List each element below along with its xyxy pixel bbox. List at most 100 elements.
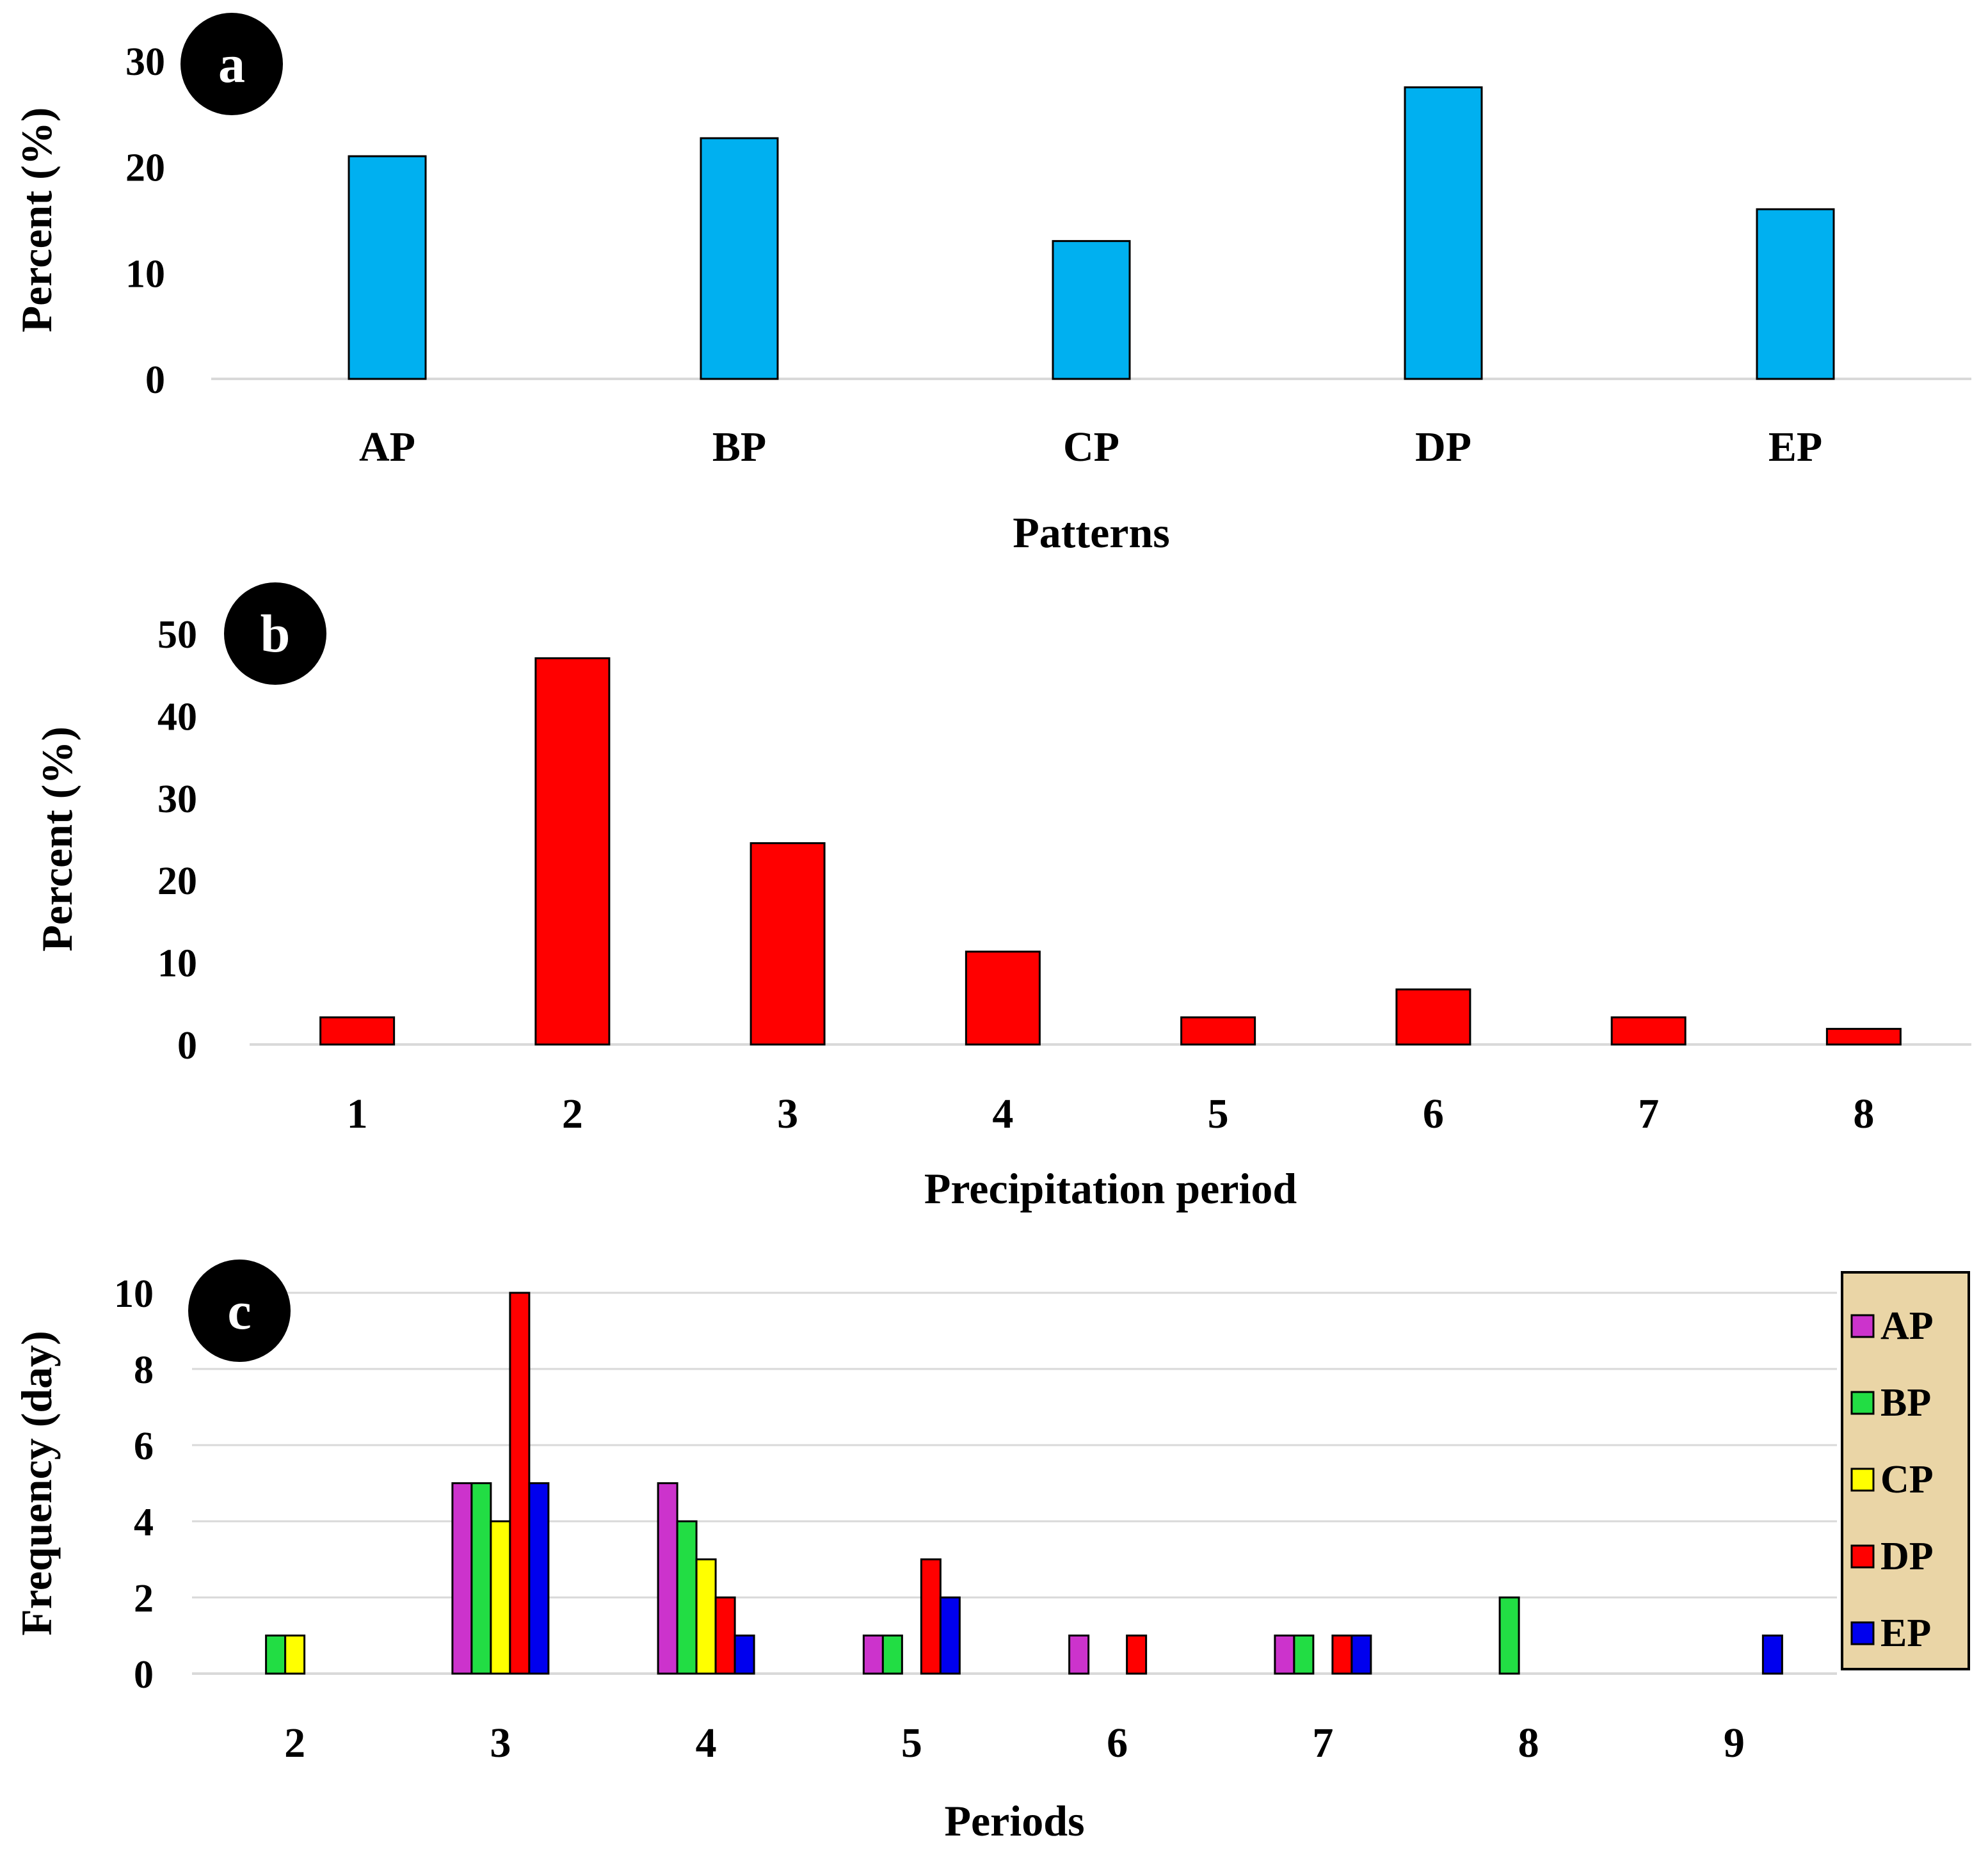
bar-dp [1404,86,1483,380]
bar-6 [1395,988,1471,1046]
x-category-label: 3 [490,1720,511,1766]
legend: AP BP CP DP EP [1841,1271,1970,1670]
bar-bp-8 [1498,1596,1520,1675]
y-tick-label: 0 [177,1024,197,1068]
x-category-label: 4 [992,1091,1013,1137]
bar-cp [1052,240,1131,380]
x-category-label: 8 [1853,1091,1874,1137]
y-tick-label: 2 [134,1577,154,1620]
y-axis-title: Frequency (day) [12,1331,61,1636]
bar-dp-6 [1126,1635,1148,1675]
panel-letter: b [261,604,291,664]
legend-swatch-ap [1850,1314,1875,1338]
y-tick-label: 10 [125,252,165,296]
bar-ep-7 [1351,1635,1372,1675]
panel-badge-circle [224,582,326,685]
panel-letter: c [227,1281,251,1341]
y-tick-label: 30 [157,778,197,821]
bar-ep [1756,208,1835,380]
x-category-label: 3 [777,1091,798,1137]
y-tick-label: 10 [157,942,197,986]
panel-letter: a [218,35,245,94]
bar-ep-4 [733,1635,755,1675]
bar-3 [750,842,826,1046]
x-category-label: 4 [696,1720,717,1766]
legend-swatch-cp [1850,1468,1875,1492]
x-axis-title: Periods [944,1796,1084,1845]
x-category-label: DP [1415,424,1471,470]
bar-8 [1825,1028,1902,1046]
x-category-label: 7 [1312,1720,1333,1766]
bar-dp-7 [1331,1635,1353,1675]
legend-swatch-dp [1850,1544,1875,1569]
x-category-label: BP [712,424,766,470]
y-tick-label: 8 [134,1348,154,1392]
bar-bp-3 [470,1482,492,1675]
y-tick-label: 6 [134,1425,154,1468]
bar-bp-2 [265,1635,287,1675]
y-tick-label: 20 [125,147,165,190]
x-category-label: 6 [1107,1720,1128,1766]
x-axis-title: Patterns [1013,508,1169,557]
bar-ap-4 [657,1482,678,1675]
y-tick-label: 20 [157,860,197,903]
bar-bp-5 [881,1635,903,1675]
legend-label-ep: EP [1880,1612,1931,1655]
legend-swatch-ep [1850,1621,1875,1645]
bar-ep-3 [528,1482,550,1675]
x-category-label: 2 [284,1720,305,1766]
y-tick-label: 30 [125,40,165,84]
bar-4 [965,950,1041,1046]
y-tick-label: 0 [134,1653,154,1697]
bar-ap-5 [862,1635,884,1675]
bar-ap [348,155,427,380]
x-axis-title: Precipitation period [924,1164,1297,1213]
bar-ep-5 [939,1596,961,1675]
panel-badge-circle [188,1260,291,1362]
bar-cp-2 [284,1635,306,1675]
y-tick-label: 40 [157,695,197,739]
bar-dp-4 [714,1596,736,1675]
x-category-label: 8 [1518,1720,1539,1766]
x-category-label: CP [1063,424,1119,470]
bar-dp-5 [920,1558,942,1675]
y-axis-title: Percent (%) [12,108,61,333]
bar-bp-4 [676,1520,698,1675]
x-category-label: 7 [1638,1091,1659,1137]
bar-ap-7 [1274,1635,1295,1675]
y-axis-title: Percent (%) [33,726,81,952]
y-tick-label: 0 [145,358,165,402]
x-category-label: AP [359,424,415,470]
bar-cp-4 [695,1558,717,1675]
x-category-label: 2 [562,1091,583,1137]
bar-5 [1180,1016,1256,1046]
bar-ep-9 [1761,1635,1783,1675]
x-category-label: 6 [1423,1091,1444,1137]
panel-b-chart: 0 10 20 30 40 50 1 2 3 4 5 6 7 8 Precipitation period P… [33,582,1971,1213]
y-tick-label: 4 [134,1501,154,1544]
panel-badge-circle [180,13,283,115]
bar-1 [319,1016,396,1046]
panel-c-chart: 0 2 4 6 8 10 2 3 4 5 6 7 8 9 Periods Frequency (day) c AP… [12,1260,1970,1845]
legend-label-cp: CP [1880,1458,1934,1501]
bar-bp [700,137,779,380]
legend-label-dp: DP [1880,1535,1934,1578]
x-category-label: 1 [347,1091,368,1137]
bar-2 [534,657,611,1046]
y-tick-label: 10 [114,1272,154,1316]
y-tick-label: 50 [157,613,197,657]
bar-bp-7 [1293,1635,1315,1675]
bar-ap-6 [1068,1635,1090,1675]
bar-cp-3 [490,1520,511,1675]
bar-ap-3 [451,1482,473,1675]
legend-label-ap: AP [1880,1304,1934,1348]
legend-swatch-bp [1850,1391,1875,1415]
x-category-label: EP [1768,424,1822,470]
x-category-label: 5 [901,1720,922,1766]
x-category-label: 5 [1208,1091,1229,1137]
panel-a-chart: 0 10 20 30 AP BP CP DP EP Patterns Percent (%) a [12,13,1971,557]
bar-dp-3 [509,1292,531,1675]
legend-label-bp: BP [1880,1381,1931,1425]
x-category-label: 9 [1724,1720,1745,1766]
